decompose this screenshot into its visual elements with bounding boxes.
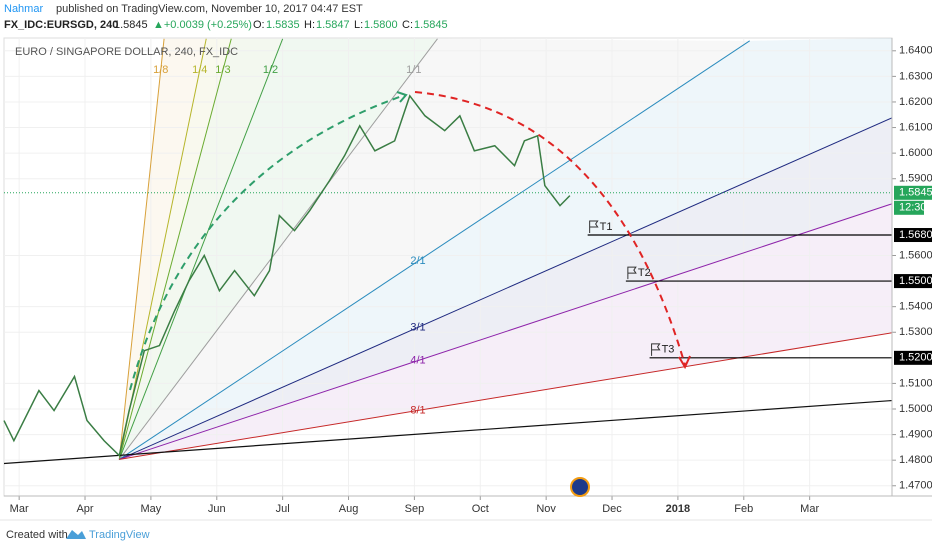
target-name: T1 [600,221,613,233]
chart-title: EURO / SINGAPORE DOLLAR, 240, FX_IDC [15,46,238,58]
fan-line [118,38,284,460]
target-box [894,350,932,365]
fan-line [119,117,893,460]
countdown-box [894,200,924,215]
c: 1.5845 [414,19,448,31]
target-label: 1.5680 [899,229,932,241]
footer-brand: TradingView [89,529,150,541]
support-line [3,399,893,465]
fan-label: 1/3 [215,64,230,76]
fan-label: 1/8 [153,64,168,76]
y-tick-label: 1.6200 [899,96,932,108]
footer-created: Created with [6,529,68,541]
price-line [3,94,571,458]
target-label: 1.5500 [899,275,932,287]
fan-zone [119,38,892,460]
x-tick-label: May [141,503,162,515]
x-tick-label: Mar [800,503,819,515]
x-tick-label: Mar [10,503,29,515]
y-tick-label: 1.5900 [899,173,932,185]
h-label: H: [304,19,315,31]
event-icon[interactable] [570,477,590,497]
fan-label: 1/2 [263,64,278,76]
countdown: 12:30 [899,202,927,214]
y-tick-label: 1.6300 [899,70,932,82]
fan-label: 2/1 [410,255,425,267]
x-tick-label: 2018 [666,503,690,515]
fan-label: 1/4 [192,64,207,76]
x-tick-label: Nov [536,503,556,515]
c-label: C: [402,19,413,31]
fan-line [118,38,438,460]
x-tick-label: Feb [734,503,753,515]
x-tick-label: Jul [276,503,290,515]
target-name: T3 [662,344,675,356]
fan-line [119,332,893,460]
projection-arc [414,91,686,366]
fan-label: 1/1 [406,64,421,76]
legend-row: FX_IDC:EURSGD, 240 1.5845 ▲+0.0039 (+0.2… [4,19,448,31]
x-tick-label: Apr [76,503,93,515]
projection-arc [129,94,406,391]
published: published on TradingView.com, November 1… [56,3,363,15]
target-flag [651,343,661,356]
o: 1.5835 [266,19,300,31]
fan-label: 8/1 [410,404,425,416]
y-tick-label: 1.4700 [899,480,932,492]
x-tick-label: Jun [208,503,226,515]
symbol: FX_IDC:EURSGD, 240 [4,19,118,31]
fan-line [119,40,750,460]
y-tick-label: 1.5400 [899,301,932,313]
y-tick-label: 1.6100 [899,121,932,133]
y-tick-label: 1.5300 [899,326,932,338]
l-label: L: [354,19,363,31]
fan-label: 4/1 [410,355,425,367]
fan-line [119,203,893,460]
change: ▲+0.0039 (+0.25%) [153,19,252,31]
tv-logo [66,530,86,539]
y-tick-label: 1.5600 [899,249,932,261]
y-tick-label: 1.5000 [899,403,932,415]
target-flag [627,266,637,280]
x-tick-label: Oct [472,503,489,515]
l: 1.5800 [364,19,398,31]
fan-label: 3/1 [410,321,425,333]
fan-line [118,38,165,460]
target-box [894,274,932,289]
target-flag [589,220,599,234]
arc-arrow [396,91,408,103]
y-tick-label: 1.4800 [899,454,932,466]
y-tick-label: 1.4900 [899,428,932,440]
x-tick-label: Dec [602,503,622,515]
y-tick-label: 1.6400 [899,45,932,57]
o-label: O: [253,19,265,31]
last-price-box [894,185,932,200]
h: 1.5847 [316,19,350,31]
y-tick-label: 1.6000 [899,147,932,159]
x-tick-label: Sep [405,503,425,515]
author[interactable]: Nahmar [4,3,43,15]
y-tick-label: 1.5100 [899,377,932,389]
fan-line [118,38,232,460]
target-box [894,228,932,243]
target-label: 1.5200 [899,352,932,364]
price: 1.5845 [114,19,148,31]
x-tick-label: Aug [339,503,359,515]
arc-arrow [678,355,691,370]
target-name: T2 [638,267,651,279]
last-price-label: 1.5845 [899,187,932,199]
